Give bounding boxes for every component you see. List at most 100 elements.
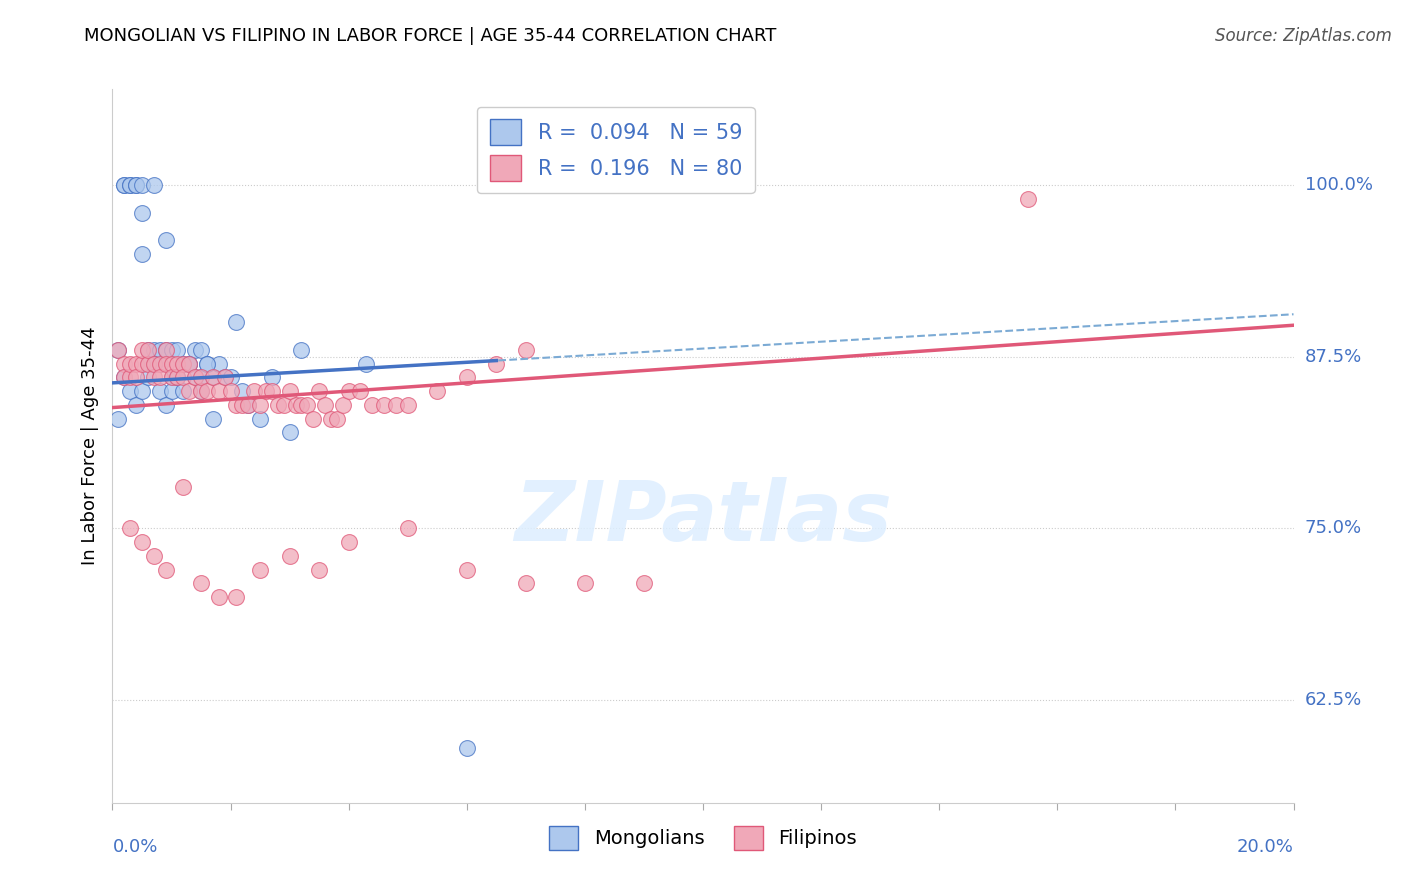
- Point: [337, 535, 360, 549]
- Point: [172, 357, 194, 371]
- Point: [249, 411, 271, 425]
- Text: 62.5%: 62.5%: [1305, 691, 1362, 709]
- Point: [201, 370, 224, 384]
- Point: [273, 398, 295, 412]
- Point: [131, 178, 153, 193]
- Point: [107, 343, 129, 357]
- Point: [155, 233, 177, 247]
- Point: [302, 411, 325, 425]
- Point: [456, 562, 478, 576]
- Point: [136, 343, 159, 357]
- Point: [107, 411, 129, 425]
- Point: [361, 398, 384, 412]
- Point: [184, 343, 207, 357]
- Point: [190, 343, 212, 357]
- Point: [166, 343, 188, 357]
- Text: 0.0%: 0.0%: [112, 838, 157, 856]
- Point: [136, 370, 159, 384]
- Point: [225, 590, 247, 604]
- Point: [160, 370, 183, 384]
- Point: [149, 343, 172, 357]
- Point: [120, 178, 142, 193]
- Point: [308, 562, 330, 576]
- Point: [260, 370, 283, 384]
- Point: [243, 384, 266, 398]
- Point: [172, 370, 194, 384]
- Point: [278, 384, 301, 398]
- Point: [136, 357, 159, 371]
- Point: [485, 357, 508, 371]
- Point: [195, 384, 218, 398]
- Point: [290, 343, 312, 357]
- Point: [319, 411, 342, 425]
- Point: [190, 370, 212, 384]
- Point: [179, 384, 201, 398]
- Point: [136, 343, 159, 357]
- Point: [208, 590, 231, 604]
- Point: [172, 384, 194, 398]
- Point: [290, 398, 312, 412]
- Point: [112, 178, 135, 193]
- Point: [160, 343, 183, 357]
- Point: [142, 357, 165, 371]
- Point: [208, 357, 231, 371]
- Point: [249, 398, 271, 412]
- Point: [332, 398, 354, 412]
- Point: [136, 357, 159, 371]
- Point: [112, 370, 135, 384]
- Point: [574, 576, 596, 591]
- Point: [190, 384, 212, 398]
- Point: [131, 247, 153, 261]
- Point: [326, 411, 349, 425]
- Y-axis label: In Labor Force | Age 35-44: In Labor Force | Age 35-44: [80, 326, 98, 566]
- Point: [1017, 192, 1039, 206]
- Point: [231, 384, 253, 398]
- Point: [131, 384, 153, 398]
- Point: [231, 398, 253, 412]
- Point: [120, 384, 142, 398]
- Point: [190, 384, 212, 398]
- Point: [633, 576, 655, 591]
- Text: ZIPatlas: ZIPatlas: [515, 477, 891, 558]
- Point: [166, 370, 188, 384]
- Point: [166, 357, 188, 371]
- Point: [225, 316, 247, 330]
- Point: [155, 343, 177, 357]
- Point: [125, 370, 148, 384]
- Point: [149, 357, 172, 371]
- Point: [314, 398, 336, 412]
- Point: [166, 370, 188, 384]
- Point: [112, 370, 135, 384]
- Point: [214, 370, 236, 384]
- Point: [195, 357, 218, 371]
- Point: [238, 398, 260, 412]
- Point: [142, 370, 165, 384]
- Point: [125, 398, 148, 412]
- Point: [172, 357, 194, 371]
- Point: [166, 370, 188, 384]
- Point: [297, 398, 319, 412]
- Point: [112, 178, 135, 193]
- Point: [142, 357, 165, 371]
- Point: [155, 357, 177, 371]
- Point: [201, 411, 224, 425]
- Point: [120, 178, 142, 193]
- Point: [131, 205, 153, 219]
- Point: [149, 357, 172, 371]
- Point: [456, 740, 478, 755]
- Point: [356, 357, 378, 371]
- Point: [219, 384, 242, 398]
- Point: [155, 398, 177, 412]
- Point: [131, 535, 153, 549]
- Point: [125, 357, 148, 371]
- Text: Source: ZipAtlas.com: Source: ZipAtlas.com: [1215, 27, 1392, 45]
- Point: [149, 370, 172, 384]
- Point: [396, 398, 419, 412]
- Point: [456, 370, 478, 384]
- Point: [160, 384, 183, 398]
- Point: [142, 549, 165, 563]
- Point: [201, 370, 224, 384]
- Point: [267, 398, 290, 412]
- Point: [396, 521, 419, 535]
- Point: [190, 576, 212, 591]
